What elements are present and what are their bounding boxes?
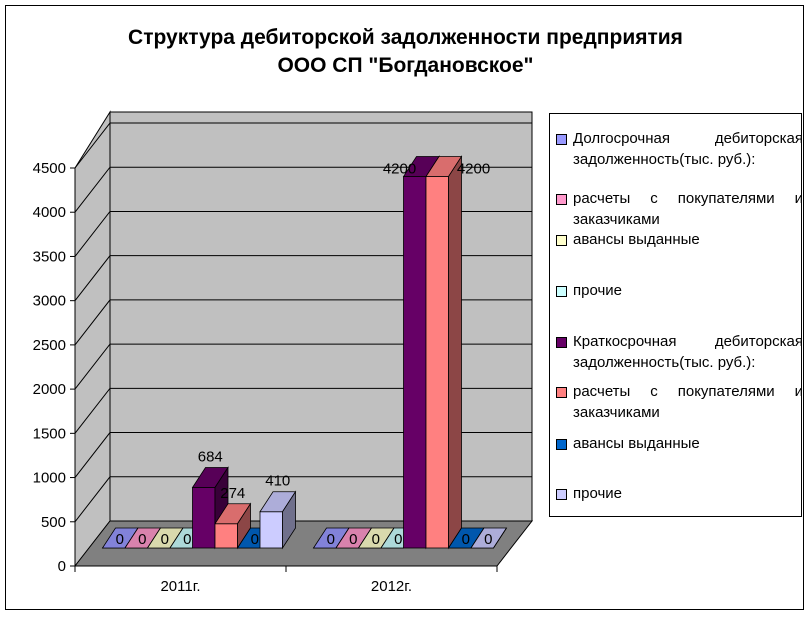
y-tick-label: 4500 <box>33 160 66 177</box>
data-label: 0 <box>394 531 402 548</box>
x-tick-label: 2012г. <box>371 578 412 595</box>
bar <box>192 487 216 549</box>
data-label: 0 <box>251 531 259 548</box>
y-tick-label: 2000 <box>33 381 66 398</box>
legend-swatch <box>556 489 567 500</box>
gridline <box>74 299 532 346</box>
legend-label: Долгосрочная дебиторская задолженность(т… <box>573 130 803 168</box>
data-label: 0 <box>349 531 357 548</box>
gridlines <box>74 122 532 523</box>
data-label: 274 <box>220 485 245 502</box>
data-label: 410 <box>265 473 290 490</box>
data-label: 0 <box>372 531 380 548</box>
axes: 0 500 1000 1500 2000 2500 3000 3500 4000 4500 2011… <box>33 160 498 595</box>
y-tick-label: 500 <box>41 514 66 531</box>
data-label: 4200 <box>457 161 490 178</box>
plot-walls <box>73 110 534 568</box>
gridline <box>74 343 532 390</box>
data-label: 0 <box>116 531 124 548</box>
data-label: 0 <box>183 531 191 548</box>
data-label: 0 <box>462 531 470 548</box>
data-label: 684 <box>198 449 223 466</box>
legend-swatch <box>556 134 567 145</box>
legend-label: прочие <box>573 485 623 502</box>
legend-swatch <box>556 337 567 348</box>
bar-side <box>448 155 462 550</box>
gridline <box>74 166 532 213</box>
chart-title: Структура дебиторской задолженности пред… <box>0 24 811 80</box>
y-tick-label: 4000 <box>33 204 66 221</box>
legend-label: авансы выданные <box>573 231 700 248</box>
bar <box>425 176 449 549</box>
y-tick-label: 3500 <box>33 248 66 265</box>
legend: Долгосрочная дебиторская задолженность(т… <box>549 113 803 517</box>
y-tick-label: 3000 <box>33 293 66 310</box>
gridline <box>74 476 532 523</box>
bar-side <box>493 527 507 549</box>
y-tick-label: 2500 <box>33 337 66 354</box>
bar <box>214 523 238 549</box>
data-label: 0 <box>161 531 169 548</box>
side-wall <box>74 110 111 568</box>
legend-label: расчеты с покупателями и заказчиками <box>573 190 803 228</box>
data-label: 0 <box>327 531 335 548</box>
legend-swatch <box>556 439 567 450</box>
data-label: 0 <box>484 531 492 548</box>
legend-label: Краткосрочная дебиторская задолженность(… <box>573 333 803 371</box>
bar-side <box>282 490 296 550</box>
chart-title-line-2: ООО СП "Богдановское" <box>277 54 534 77</box>
bar <box>403 176 427 549</box>
y-tick-label: 1000 <box>33 470 66 487</box>
gridline <box>74 255 532 301</box>
bars <box>101 155 508 550</box>
chart-title-line-1: Структура дебиторской задолженности пред… <box>128 26 683 49</box>
gridline <box>74 387 532 434</box>
y-tick-label: 0 <box>58 558 66 575</box>
bar <box>259 511 283 549</box>
legend-label: прочие <box>573 282 623 299</box>
legend-swatch <box>556 194 567 205</box>
legend-swatch <box>556 235 567 246</box>
legend-swatch <box>556 387 567 398</box>
x-tick-label: 2011г. <box>160 578 200 595</box>
legend-label: расчеты с покупателями и заказчиками <box>573 383 803 421</box>
data-label: 4200 <box>383 161 416 178</box>
legend-label: авансы выданные <box>573 435 700 452</box>
y-tick-label: 1500 <box>33 425 66 442</box>
gridline <box>74 210 532 257</box>
data-label: 0 <box>138 531 146 548</box>
gridline <box>74 122 532 169</box>
legend-swatch <box>556 286 567 297</box>
gridline <box>74 432 532 478</box>
